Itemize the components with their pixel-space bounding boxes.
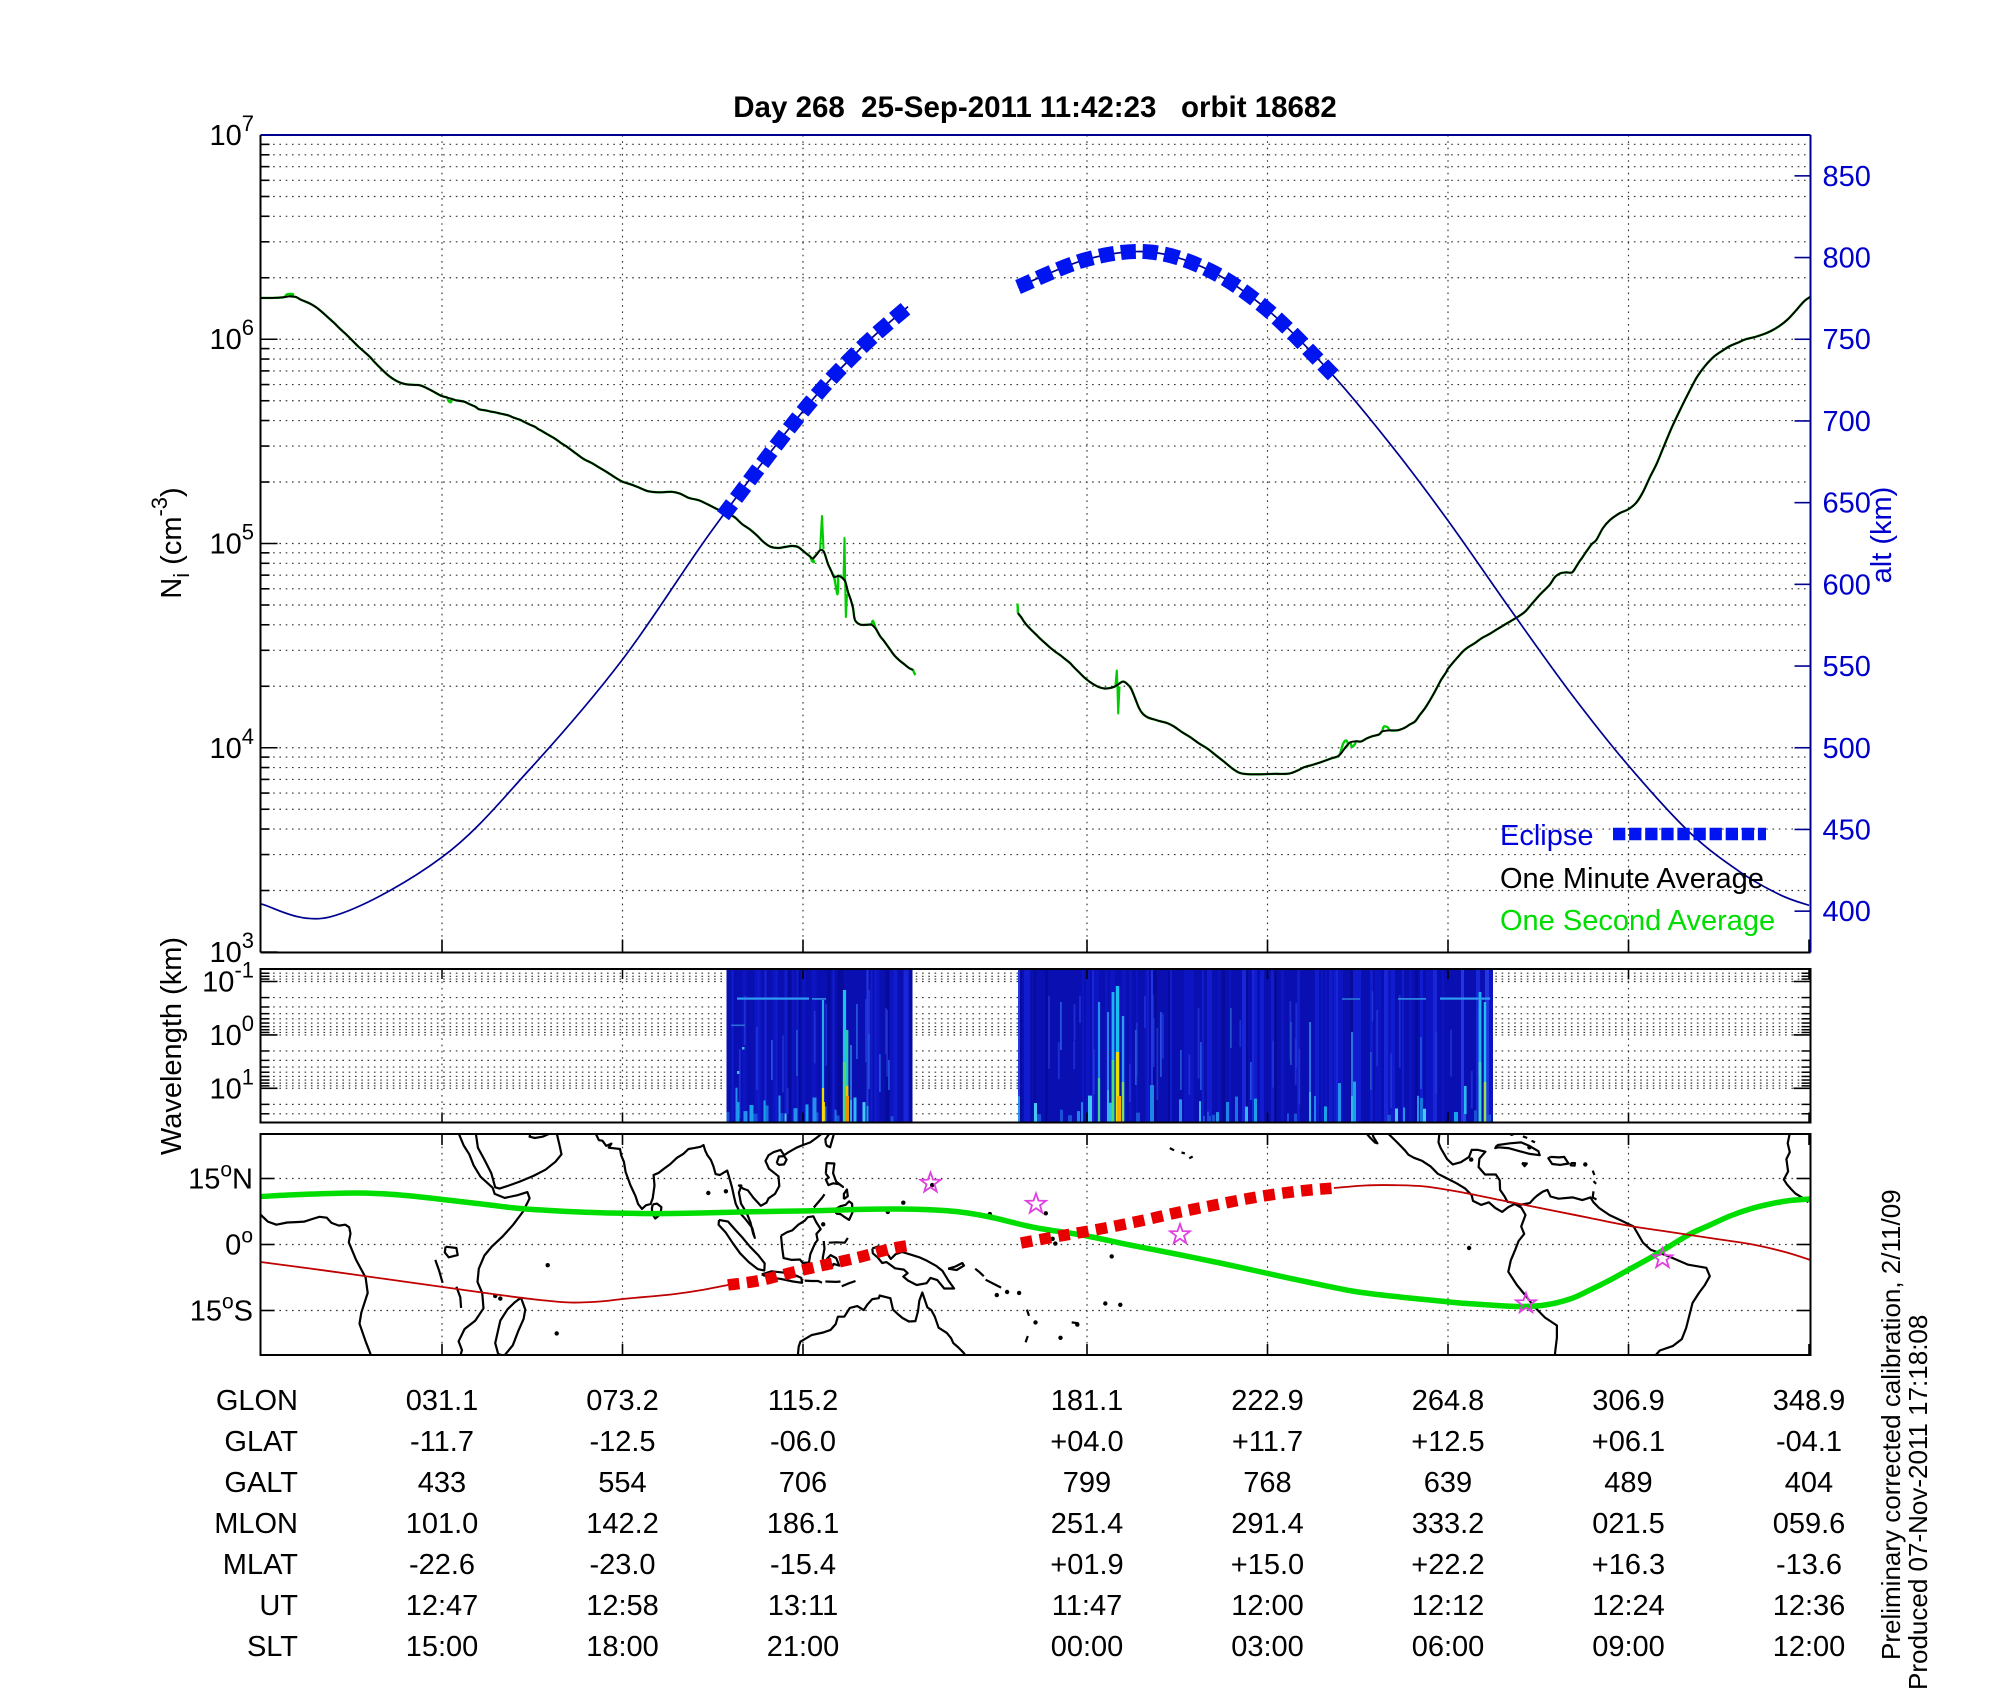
svg-text:One Minute Average: One Minute Average: [1500, 863, 1764, 895]
svg-text:186.1: 186.1: [767, 1508, 840, 1540]
svg-text:Preliminary corrected calibrat: Preliminary corrected calibration, 2/11/…: [1876, 1189, 1906, 1660]
svg-text:+11.7: +11.7: [1232, 1426, 1303, 1458]
svg-text:15oS: 15oS: [190, 1291, 253, 1328]
svg-text:+01.9: +01.9: [1050, 1549, 1123, 1581]
svg-text:650: 650: [1823, 488, 1871, 520]
svg-text:181.1: 181.1: [1051, 1385, 1124, 1417]
svg-text:-11.7: -11.7: [410, 1426, 474, 1458]
svg-text:264.8: 264.8: [1412, 1385, 1485, 1417]
svg-text:21:00: 21:00: [767, 1631, 840, 1663]
svg-text:12:24: 12:24: [1592, 1590, 1665, 1622]
svg-text:142.2: 142.2: [586, 1508, 659, 1540]
svg-text:800: 800: [1823, 243, 1871, 275]
svg-text:550: 550: [1823, 651, 1871, 683]
svg-text:UT: UT: [259, 1590, 298, 1622]
svg-text:00:00: 00:00: [1051, 1631, 1124, 1663]
svg-text:alt (km): alt (km): [1866, 487, 1898, 584]
svg-text:One Second Average: One Second Average: [1500, 905, 1775, 937]
svg-text:-12.5: -12.5: [589, 1426, 655, 1458]
svg-text:12:00: 12:00: [1773, 1631, 1846, 1663]
svg-text:Day 268 25-Sep-2011 11:42:23: Day 268 25-Sep-2011 11:42:23 orbit 18682: [733, 91, 1337, 124]
svg-text:12:00: 12:00: [1231, 1590, 1304, 1622]
svg-text:059.6: 059.6: [1773, 1508, 1846, 1540]
svg-text:600: 600: [1823, 569, 1871, 601]
svg-text:11:47: 11:47: [1052, 1590, 1122, 1622]
svg-text:554: 554: [598, 1467, 646, 1499]
svg-text:639: 639: [1424, 1467, 1472, 1499]
svg-text:MLAT: MLAT: [223, 1549, 298, 1581]
svg-text:Wavelength (km): Wavelength (km): [156, 937, 188, 1155]
svg-text:12:36: 12:36: [1773, 1590, 1846, 1622]
svg-text:09:00: 09:00: [1592, 1631, 1665, 1663]
svg-text:-15.4: -15.4: [770, 1549, 836, 1581]
svg-text:12:12: 12:12: [1412, 1590, 1485, 1622]
svg-text:GALT: GALT: [224, 1467, 298, 1499]
svg-text:850: 850: [1823, 161, 1871, 193]
svg-text:021.5: 021.5: [1592, 1508, 1665, 1540]
svg-text:700: 700: [1823, 406, 1871, 438]
svg-text:GLON: GLON: [216, 1385, 298, 1417]
svg-text:+04.0: +04.0: [1050, 1426, 1123, 1458]
svg-text:-23.0: -23.0: [589, 1549, 655, 1581]
svg-text:115.2: 115.2: [768, 1385, 838, 1417]
svg-text:13:11: 13:11: [768, 1590, 838, 1622]
svg-text:-06.0: -06.0: [770, 1426, 836, 1458]
svg-text:251.4: 251.4: [1051, 1508, 1124, 1540]
svg-text:-04.1: -04.1: [1776, 1426, 1842, 1458]
svg-text:450: 450: [1823, 814, 1871, 846]
svg-text:500: 500: [1823, 733, 1871, 765]
svg-text:101.0: 101.0: [406, 1508, 479, 1540]
svg-text:SLT: SLT: [247, 1631, 298, 1663]
svg-text:Eclipse: Eclipse: [1500, 820, 1594, 852]
svg-text:306.9: 306.9: [1592, 1385, 1665, 1417]
svg-text:333.2: 333.2: [1412, 1508, 1485, 1540]
svg-text:799: 799: [1063, 1467, 1111, 1499]
svg-text:768: 768: [1243, 1467, 1291, 1499]
svg-text:222.9: 222.9: [1231, 1385, 1304, 1417]
svg-text:06:00: 06:00: [1412, 1631, 1485, 1663]
svg-text:348.9: 348.9: [1773, 1385, 1846, 1417]
svg-text:-22.6: -22.6: [409, 1549, 475, 1581]
svg-text:400: 400: [1823, 896, 1871, 928]
svg-text:MLON: MLON: [214, 1508, 298, 1540]
svg-text:18:00: 18:00: [586, 1631, 659, 1663]
svg-text:+12.5: +12.5: [1411, 1426, 1484, 1458]
svg-text:-13.6: -13.6: [1776, 1549, 1842, 1581]
svg-text:12:58: 12:58: [586, 1590, 659, 1622]
svg-text:15:00: 15:00: [406, 1631, 479, 1663]
svg-text:291.4: 291.4: [1231, 1508, 1304, 1540]
svg-text:031.1: 031.1: [406, 1385, 479, 1417]
svg-text:GLAT: GLAT: [224, 1426, 298, 1458]
svg-text:404: 404: [1785, 1467, 1833, 1499]
svg-text:433: 433: [418, 1467, 466, 1499]
svg-text:Produced 07-Nov-2011 17:18:08: Produced 07-Nov-2011 17:18:08: [1903, 1315, 1933, 1690]
svg-text:03:00: 03:00: [1231, 1631, 1304, 1663]
svg-text:+22.2: +22.2: [1411, 1549, 1484, 1581]
svg-text:+06.1: +06.1: [1592, 1426, 1665, 1458]
svg-text:+15.0: +15.0: [1231, 1549, 1304, 1581]
svg-text:+16.3: +16.3: [1592, 1549, 1665, 1581]
svg-text:073.2: 073.2: [586, 1385, 659, 1417]
svg-text:706: 706: [779, 1467, 827, 1499]
svg-text:12:47: 12:47: [406, 1590, 479, 1622]
svg-text:750: 750: [1823, 324, 1871, 356]
svg-text:489: 489: [1604, 1467, 1652, 1499]
